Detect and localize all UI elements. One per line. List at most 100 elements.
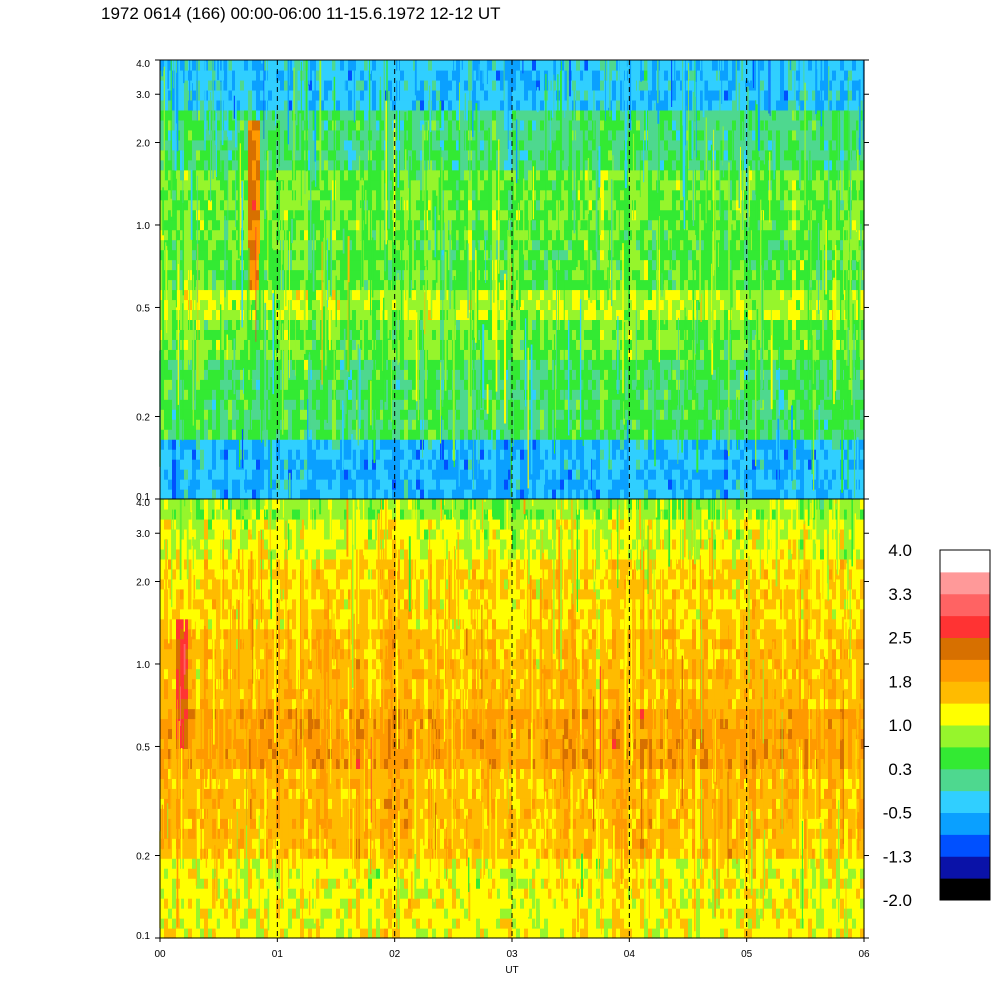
spectrogram-cell (552, 60, 557, 71)
spectrogram-cell (268, 449, 273, 460)
spectrogram-cell (536, 389, 541, 400)
spectrogram-cell (304, 359, 309, 370)
spectrogram-cell (216, 369, 221, 380)
spectrogram-cell (348, 299, 353, 311)
spectrogram-cell (188, 60, 193, 71)
spectrogram-cell (336, 299, 341, 311)
spectrogram-cell (408, 109, 413, 121)
spectrogram-cell (184, 269, 189, 281)
spectrogram-cell (512, 109, 517, 121)
spectrogram-cell (440, 99, 445, 111)
spectrogram-cell (188, 389, 193, 400)
spectrogram-cell (608, 199, 613, 211)
spectrogram-cell (588, 189, 593, 201)
spectrogram-cell (404, 139, 409, 151)
spectrogram-cell (504, 419, 509, 430)
spectrogram-cell (612, 399, 617, 410)
spectrogram-cell (592, 179, 597, 191)
spectrogram-cell (384, 359, 389, 370)
spectrogram-cell (552, 89, 557, 101)
spectrogram-cell (528, 109, 533, 121)
spectrogram-cell (584, 259, 589, 271)
spectrogram-cell (580, 379, 585, 390)
spectrogram-cell (412, 219, 417, 231)
spectrogram-cell (592, 189, 597, 201)
spectrogram-cell (464, 139, 469, 151)
spectrogram-cell (300, 479, 305, 490)
spectrogram-cell (584, 459, 589, 470)
spectrogram-cell (308, 489, 313, 500)
spectrogram-cell (356, 149, 361, 161)
spectrogram-cell (484, 409, 489, 420)
spectrogram-cell (172, 219, 177, 231)
spectrogram-cell (480, 199, 485, 211)
spectrogram-cell (188, 139, 193, 151)
spectrogram-cell (564, 309, 569, 321)
spectrogram-cell (268, 249, 273, 261)
spectrogram-cell (440, 489, 445, 500)
spectrogram-cell (192, 189, 197, 201)
spectrogram-cell (572, 459, 577, 470)
spectrogram-cell (412, 199, 417, 211)
spectrogram-cell (428, 279, 433, 291)
spectrogram-cell (344, 289, 349, 301)
spectrogram-cell (204, 209, 209, 221)
spectrogram-cell (312, 359, 317, 370)
spectrogram-cell (228, 419, 233, 430)
spectrogram-cell (560, 149, 565, 161)
spectrogram-cell (584, 149, 589, 161)
spectrogram-cell (184, 199, 189, 211)
spectrogram-cell (288, 229, 293, 241)
spectrogram-cell (592, 319, 597, 330)
spectrogram-cell (480, 249, 485, 261)
spectrogram-cell (288, 349, 293, 360)
spectrogram-cell (500, 429, 505, 440)
spectrogram-cell (312, 289, 317, 301)
spectrogram-cell (204, 369, 209, 380)
spectrogram-cell (532, 449, 537, 460)
spectrogram-cell (384, 409, 389, 420)
spectrogram-cell (508, 389, 513, 400)
spectrogram-cell (560, 379, 565, 390)
spectrogram-cell (544, 299, 549, 311)
spectrogram-cell (348, 79, 353, 91)
spectrogram-cell (472, 169, 477, 181)
spectrogram-cell (536, 139, 541, 151)
spectrogram-cell (604, 219, 609, 231)
spectrogram-cell (444, 469, 449, 480)
spectrogram-cell (452, 129, 457, 141)
spectrogram-cell (292, 60, 297, 71)
spectrogram-cell (396, 409, 401, 420)
spectrogram-cell (412, 60, 417, 71)
spectrogram-cell (164, 60, 169, 71)
spectrogram-cell (464, 199, 469, 211)
spectrogram-cell (428, 449, 433, 460)
spectrogram-cell (208, 339, 213, 350)
spectrogram-cell (180, 339, 185, 350)
spectrogram-cell (304, 389, 309, 400)
spectrogram-cell (492, 459, 497, 470)
spectrogram-cell (204, 339, 209, 350)
spectrogram-cell (160, 389, 165, 400)
spectrogram-cell (324, 69, 329, 81)
spectrogram-cell (296, 439, 301, 450)
spectrogram-cell (216, 119, 221, 131)
spectrogram-cell (256, 489, 261, 500)
spectrogram-cell (568, 359, 573, 370)
spectrogram-cell (464, 169, 469, 181)
spectrogram-cell (488, 349, 493, 360)
spectrogram-cell (380, 139, 385, 151)
spectrogram-cell (364, 109, 369, 121)
spectrogram-cell (252, 469, 257, 480)
spectrogram-cell (564, 339, 569, 350)
spectrogram-cell (576, 459, 581, 470)
spectrogram-cell (500, 119, 505, 131)
spectrogram-cell (440, 349, 445, 360)
spectrogram-cell (420, 149, 425, 161)
spectrogram-cell (264, 289, 269, 301)
spectrogram-cell (328, 379, 333, 390)
spectrogram-cell (252, 259, 257, 271)
spectrogram-cell (244, 489, 249, 500)
spectrogram-cell (484, 379, 489, 390)
spectrogram-cell (408, 379, 413, 390)
